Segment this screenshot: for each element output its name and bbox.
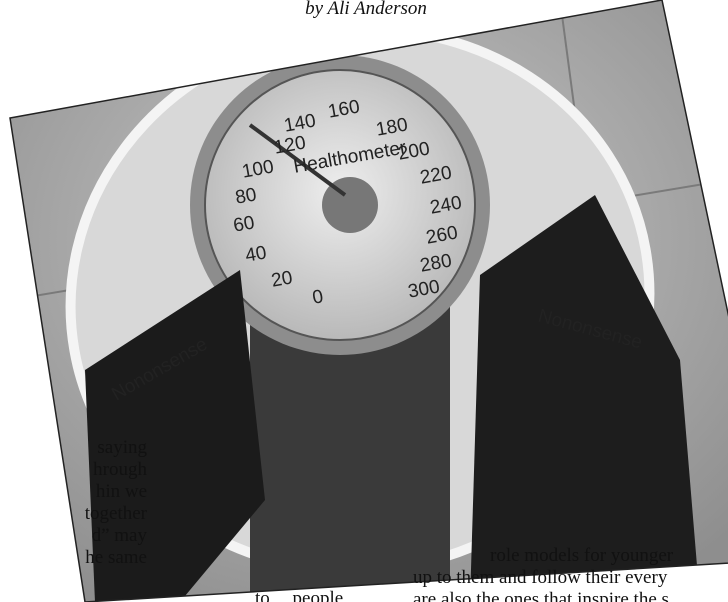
dial-number: 80 <box>234 184 258 208</box>
byline: by Ali Anderson <box>305 0 427 19</box>
text-line: to people <box>255 588 343 602</box>
text-line: together <box>85 503 148 524</box>
text-line: are also the ones that inspire the s <box>413 589 669 602</box>
dial-numbers: 0204060801001201401601802002202402602803… <box>232 96 464 308</box>
left-sock <box>85 270 265 602</box>
text-line: up to them and follow their every <box>413 567 668 588</box>
dial-number: 40 <box>244 242 268 266</box>
text-line: hrough <box>93 459 147 480</box>
text-line: hin we <box>96 481 147 502</box>
dial-number: 60 <box>232 212 256 236</box>
text-line: saying <box>97 437 147 458</box>
needle <box>248 123 347 197</box>
text-line: he same <box>85 547 147 568</box>
text-line: d” may <box>92 525 148 546</box>
dial-number: 20 <box>270 267 294 291</box>
photo-frame <box>9 0 728 602</box>
text-line: role models for younger <box>490 545 674 566</box>
right-sock <box>470 195 700 602</box>
dial-number: 0 <box>311 286 325 309</box>
dial-hub <box>322 177 378 233</box>
